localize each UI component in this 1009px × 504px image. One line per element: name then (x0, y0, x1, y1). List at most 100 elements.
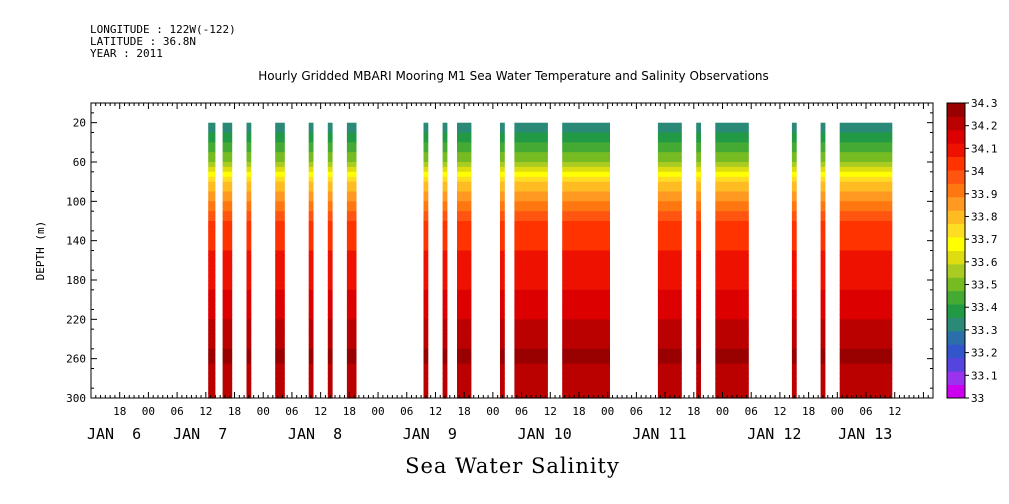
salinity-cell (839, 378, 893, 384)
salinity-cell (246, 127, 252, 134)
colorbar-band (947, 210, 965, 225)
salinity-cell (562, 294, 610, 301)
salinity-cell (791, 319, 797, 325)
salinity-cell (423, 339, 429, 345)
salinity-cell (457, 181, 472, 188)
salinity-cell (246, 230, 252, 237)
salinity-cell (308, 142, 314, 148)
salinity-cell (442, 162, 448, 168)
salinity-cell (457, 329, 472, 335)
salinity-cell (715, 334, 749, 340)
salinity-cell (308, 383, 314, 389)
salinity-cell (500, 137, 505, 143)
salinity-cell (308, 245, 314, 252)
x-tick-label: 18 (343, 405, 356, 418)
colorbar-band (947, 156, 965, 171)
salinity-cell (657, 186, 682, 193)
salinity-cell (275, 275, 285, 281)
salinity-cell (327, 260, 333, 266)
salinity-cell (820, 260, 826, 266)
salinity-cell (208, 329, 216, 335)
salinity-cell (500, 122, 505, 129)
salinity-cell (275, 206, 285, 212)
salinity-cell (327, 383, 333, 389)
salinity-cell (715, 363, 749, 370)
salinity-cell (657, 294, 682, 301)
y-tick-label: 260 (66, 353, 86, 366)
salinity-cell (346, 334, 357, 340)
salinity-cell (222, 166, 233, 173)
salinity-cell (457, 147, 472, 153)
salinity-cell (275, 245, 285, 252)
salinity-cell (820, 166, 826, 173)
salinity-cell (696, 250, 701, 256)
salinity-cell (696, 132, 701, 138)
salinity-cell (346, 383, 357, 389)
salinity-cell (208, 176, 216, 183)
salinity-cell (500, 339, 505, 345)
salinity-cell (346, 319, 357, 325)
salinity-cell (423, 132, 429, 138)
colorbar-band (947, 304, 965, 318)
salinity-cell (246, 181, 252, 188)
salinity-cell (696, 358, 701, 365)
salinity-cell (820, 378, 826, 384)
colorbar-label: 34 (971, 165, 985, 178)
salinity-cell (657, 289, 682, 296)
x-day-label: JAN 13 (838, 425, 892, 443)
salinity-cell (562, 191, 610, 197)
salinity-cell (839, 235, 893, 242)
salinity-cell (457, 339, 472, 345)
salinity-cell (839, 373, 893, 379)
salinity-cell (246, 255, 252, 261)
salinity-cell (791, 142, 797, 148)
salinity-cell (346, 122, 357, 129)
salinity-cell (246, 245, 252, 252)
salinity-cell (715, 339, 749, 345)
salinity-cell (208, 265, 216, 271)
salinity-cell (696, 353, 701, 360)
salinity-cell (442, 299, 448, 306)
salinity-cell (275, 186, 285, 193)
salinity-cell (457, 358, 472, 365)
salinity-cell (562, 363, 610, 370)
salinity-cell (275, 294, 285, 301)
salinity-cell (839, 339, 893, 345)
salinity-cell (657, 383, 682, 389)
salinity-cell (696, 260, 701, 266)
salinity-cell (715, 255, 749, 261)
salinity-cell (275, 171, 285, 178)
salinity-cell (246, 176, 252, 183)
salinity-cell (657, 314, 682, 320)
salinity-cell (346, 230, 357, 237)
salinity-cell (839, 196, 893, 202)
salinity-cell (696, 181, 701, 188)
salinity-cell (442, 240, 448, 247)
salinity-cell (442, 284, 448, 291)
salinity-cell (275, 373, 285, 379)
salinity-cell (839, 284, 893, 291)
salinity-cell (657, 348, 682, 355)
colorbar: 33 33.1 33.2 33.3 33.4 33.5 33.6 33.7 33.8 33.9 34… (946, 97, 998, 405)
salinity-cell (423, 137, 429, 143)
salinity-cell (208, 314, 216, 320)
salinity-cell (346, 211, 357, 217)
salinity-cell (839, 255, 893, 261)
salinity-cell (208, 221, 216, 227)
salinity-cell (246, 284, 252, 291)
salinity-cell (246, 221, 252, 227)
salinity-cell (222, 171, 233, 178)
data-segment (696, 122, 701, 399)
colorbar-band (947, 237, 965, 251)
colorbar-band (947, 250, 965, 265)
salinity-cell (696, 221, 701, 227)
salinity-cell (308, 216, 314, 222)
salinity-cell (327, 265, 333, 271)
chart-title: Hourly Gridded MBARI Mooring M1 Sea Wate… (258, 69, 769, 83)
salinity-cell (715, 221, 749, 227)
salinity-cell (820, 127, 826, 134)
salinity-cell (423, 157, 429, 163)
salinity-cell (791, 162, 797, 168)
salinity-cell (562, 255, 610, 261)
salinity-cell (657, 171, 682, 178)
